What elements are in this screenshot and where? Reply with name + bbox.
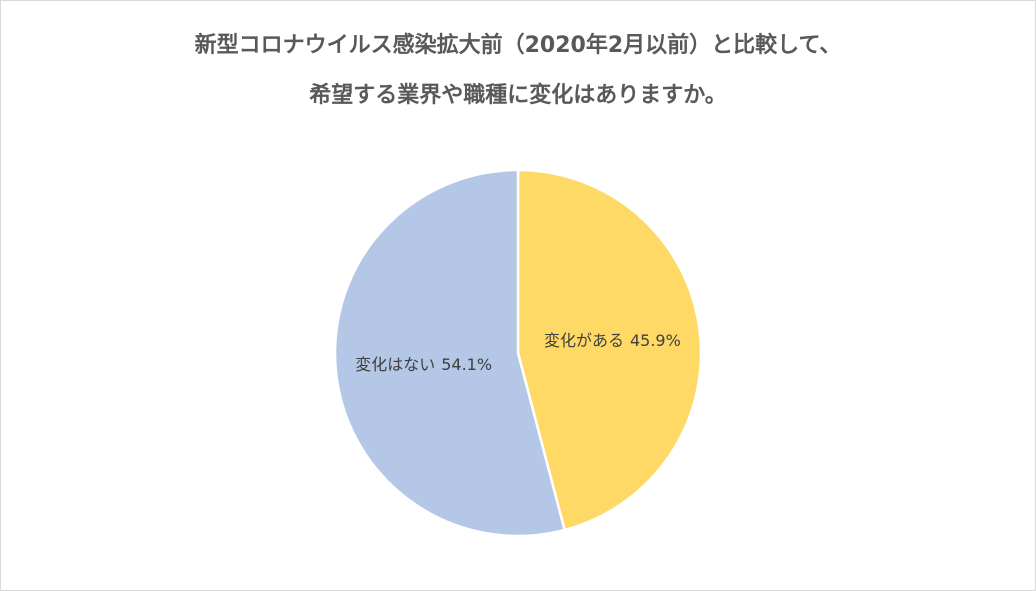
category-name: 変化はない <box>355 355 435 374</box>
chart-title: 希望する業界や職種に変化はありますか。 <box>309 82 727 108</box>
category-name: 変化がある <box>544 330 624 349</box>
pie-slice <box>333 168 567 538</box>
value-label: 54.1% <box>441 355 492 374</box>
chart-title: 新型コロナウイルス感染拡大前（2020年2月以前）と比較して、 <box>195 32 842 58</box>
pie-slice <box>516 168 703 532</box>
value-label: 45.9% <box>630 330 681 349</box>
data-label: 変化がある 45.9% <box>544 330 681 349</box>
data-label: 変化はない 54.1% <box>355 355 492 374</box>
